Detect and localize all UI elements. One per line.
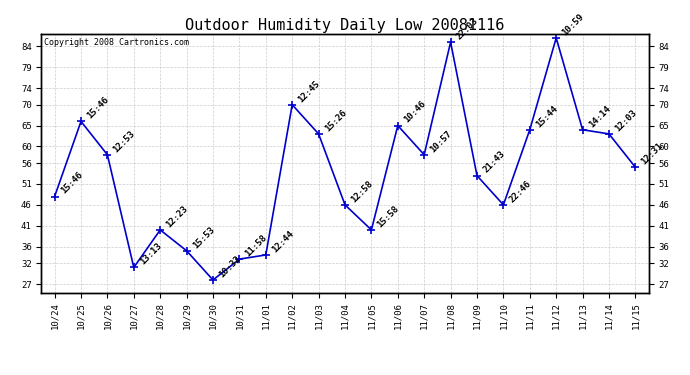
Text: 12:44: 12:44 [270, 229, 295, 254]
Text: 10:32: 10:32 [217, 254, 242, 279]
Text: 12:58: 12:58 [349, 179, 375, 204]
Text: 12:53: 12:53 [112, 129, 137, 154]
Text: 11:58: 11:58 [244, 233, 269, 258]
Text: 15:46: 15:46 [59, 170, 84, 196]
Title: Outdoor Humidity Daily Low 20081116: Outdoor Humidity Daily Low 20081116 [186, 18, 504, 33]
Text: 12:23: 12:23 [164, 204, 190, 229]
Text: 21:43: 21:43 [481, 150, 506, 175]
Text: 15:46: 15:46 [85, 95, 110, 121]
Text: 12:31: 12:31 [640, 141, 665, 166]
Text: 15:44: 15:44 [534, 104, 560, 129]
Text: 13:13: 13:13 [138, 242, 164, 267]
Text: 14:14: 14:14 [586, 104, 612, 129]
Text: 15:58: 15:58 [375, 204, 401, 229]
Text: 22:46: 22:46 [508, 179, 533, 204]
Text: 10:46: 10:46 [402, 99, 427, 125]
Text: 12:45: 12:45 [297, 78, 322, 104]
Text: 15:53: 15:53 [190, 225, 216, 250]
Text: 22:03: 22:03 [455, 16, 480, 41]
Text: 10:57: 10:57 [428, 129, 454, 154]
Text: 10:59: 10:59 [560, 12, 586, 37]
Text: Copyright 2008 Cartronics.com: Copyright 2008 Cartronics.com [44, 38, 190, 46]
Text: 12:03: 12:03 [613, 108, 638, 133]
Text: 15:26: 15:26 [323, 108, 348, 133]
